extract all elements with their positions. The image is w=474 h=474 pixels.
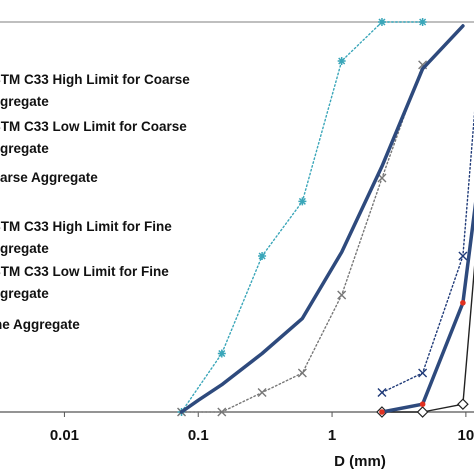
point-marker (458, 251, 468, 261)
legend-entry: ASTM C33 Low Limit for Fine Aggregate (0, 264, 169, 301)
point-marker (217, 349, 226, 358)
x-tick-label: 1 (328, 427, 336, 444)
point-marker (217, 407, 227, 417)
point-marker (337, 290, 347, 300)
point-marker (297, 368, 307, 378)
point-marker (377, 388, 387, 397)
point-marker (377, 18, 386, 26)
point-marker (416, 406, 429, 418)
x-tick-label: 10 (458, 427, 474, 444)
point-marker (298, 197, 307, 206)
legend-entry: Fine Aggregate (0, 317, 80, 332)
point-marker (457, 398, 469, 411)
point-marker (460, 300, 466, 306)
series-line (380, 201, 474, 414)
series-line (179, 24, 465, 414)
x-axis-label: D (mm) (334, 453, 386, 470)
x-tick-label: 0.1 (188, 427, 209, 444)
plot-area (177, 18, 474, 418)
series-line (381, 265, 474, 413)
legend-entry: ASTM C33 High Limit for Coarse Aggregate (0, 72, 190, 109)
series-line (381, 111, 474, 394)
point-marker (379, 409, 385, 415)
legend-entry: ASTM C33 Low Limit for Coarse Aggregate (0, 119, 187, 156)
point-marker (257, 388, 267, 397)
point-marker (337, 57, 346, 65)
point-marker (418, 18, 427, 26)
x-tick-label: 0.01 (50, 427, 79, 444)
legend-entry: Coarse Aggregate (0, 170, 98, 185)
point-marker (419, 401, 426, 408)
legend-entry: ASTM C33 High Limit for Fine Aggregate (0, 219, 172, 256)
point-marker (258, 252, 267, 260)
point-marker (418, 368, 428, 378)
series-line (180, 21, 424, 413)
